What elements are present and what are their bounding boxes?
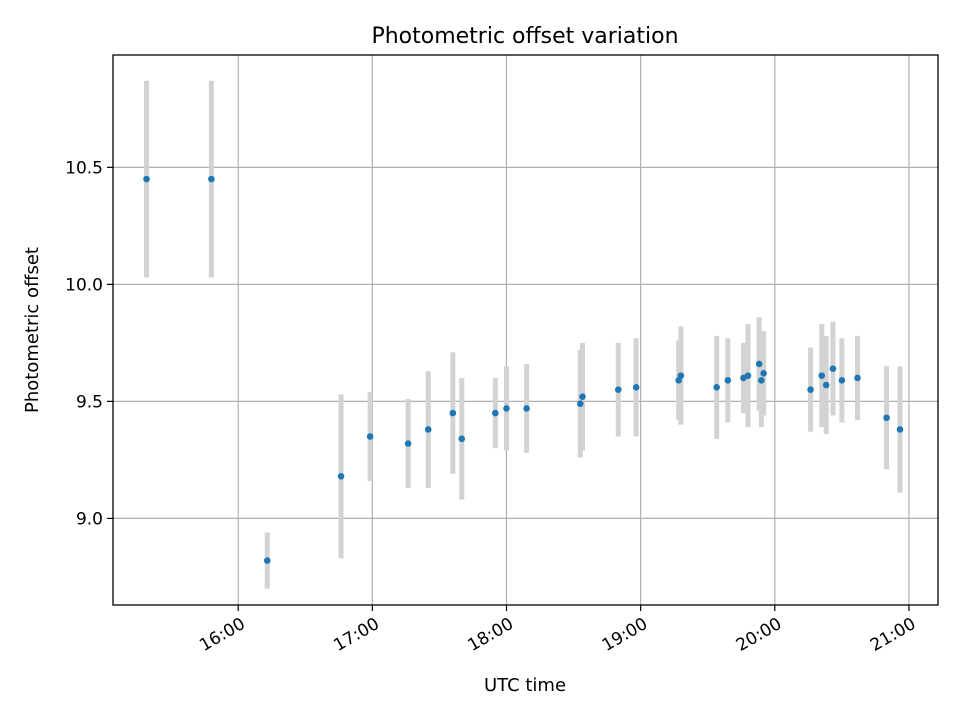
data-point <box>404 440 412 447</box>
y-tick-label: 10.0 <box>65 275 103 295</box>
data-point <box>523 405 530 412</box>
x-tick-label: 21:00 <box>867 614 919 656</box>
data-point <box>807 386 814 393</box>
data-point <box>713 384 720 391</box>
data-point <box>263 557 271 564</box>
data-point <box>366 433 374 440</box>
data-points <box>143 175 904 564</box>
data-point <box>755 360 763 368</box>
data-point <box>458 435 466 443</box>
data-point <box>724 377 732 384</box>
data-point <box>829 365 837 372</box>
data-point <box>818 372 826 379</box>
data-point <box>614 386 622 393</box>
data-point <box>760 369 767 377</box>
data-point <box>576 400 584 408</box>
x-tick-label: 20:00 <box>733 614 785 656</box>
grid <box>113 55 938 605</box>
error-bars <box>144 80 903 589</box>
x-axis-label: UTC time <box>484 675 566 696</box>
x-tick-label: 18:00 <box>465 614 517 656</box>
data-point <box>744 372 752 379</box>
axis-ticks: 16:00 17:00 18:00 19:00 20:00 21:00 9.0 9.5 10.0… <box>65 158 919 655</box>
data-point <box>677 372 685 379</box>
data-point <box>896 426 904 433</box>
data-point <box>758 377 765 384</box>
data-point <box>632 384 640 391</box>
data-point <box>838 377 846 384</box>
y-tick-label: 10.5 <box>65 158 103 178</box>
data-point <box>822 381 830 389</box>
data-point <box>883 414 890 422</box>
x-tick-label: 16:00 <box>196 614 248 656</box>
data-point <box>208 175 215 183</box>
data-point <box>854 374 861 382</box>
data-point <box>492 409 499 417</box>
data-point <box>449 409 457 417</box>
data-point <box>579 393 586 401</box>
plot-frame <box>112 54 939 606</box>
data-point <box>143 175 150 183</box>
x-tick-label: 19:00 <box>599 614 651 656</box>
data-point <box>503 405 510 412</box>
chart-title: Photometric offset variation <box>371 24 678 49</box>
data-point <box>424 426 432 433</box>
y-tick-label: 9.0 <box>76 509 103 529</box>
y-tick-label: 9.5 <box>76 392 103 412</box>
y-axis-label: Photometric offset <box>22 247 43 413</box>
x-tick-label: 17:00 <box>330 614 382 656</box>
data-point <box>337 472 345 480</box>
